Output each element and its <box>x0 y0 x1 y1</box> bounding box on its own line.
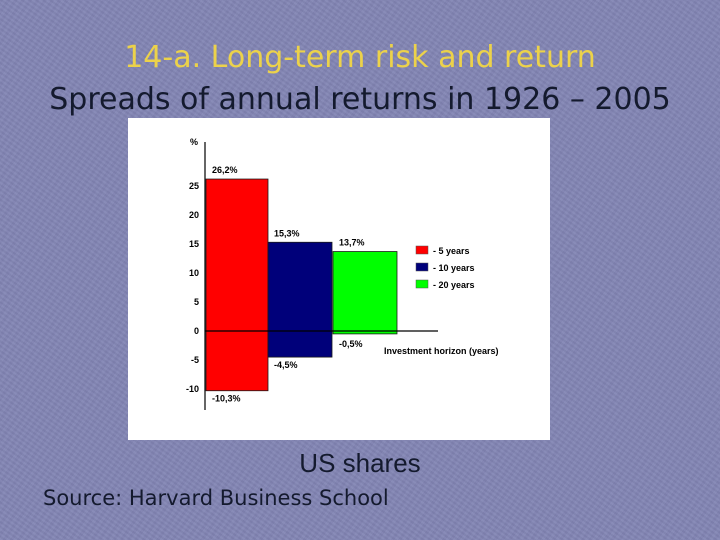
source-note: Source: Harvard Business School <box>43 486 389 510</box>
slide-title: 14-a. Long-term risk and return <box>124 40 596 75</box>
slide-subtitle: Spreads of annual returns in 1926 – 2005 <box>49 82 671 117</box>
bar-min-label-3: -0,5% <box>339 339 363 349</box>
bar-max-label-1: 26,2% <box>212 165 238 175</box>
bar-1 <box>205 178 269 392</box>
legend-label-1: - 5 years <box>433 246 470 256</box>
range-bar-chart: % 25 20 15 10 5 0 -5 -10 26,2% -10,3% 15,3% -4,5% 13,… <box>186 137 499 410</box>
y-tick-label: 15 <box>189 239 199 249</box>
y-tick-label: 5 <box>194 297 199 307</box>
y-tick-label: 20 <box>189 210 199 220</box>
y-tick-label: 25 <box>189 181 199 191</box>
bar-3 <box>332 251 398 335</box>
bar-max-label-2: 15,3% <box>274 228 300 238</box>
y-tick-label: -5 <box>191 355 199 365</box>
y-tick-label: -10 <box>186 384 199 394</box>
chart-caption: US shares <box>299 448 421 478</box>
chart-panel: % 25 20 15 10 5 0 -5 -10 26,2% -10,3% 15,3% -4,5% 13,… <box>128 118 550 440</box>
y-tick-label: 0 <box>194 326 199 336</box>
legend-swatch-3 <box>415 279 429 289</box>
legend-label-3: - 20 years <box>433 280 475 290</box>
bar-max-label-3: 13,7% <box>339 238 365 248</box>
legend-swatch-1 <box>415 245 429 255</box>
bar-min-label-2: -4,5% <box>274 360 298 370</box>
y-tick-label: 10 <box>189 268 199 278</box>
y-axis-label: % <box>190 137 198 147</box>
x-axis-label: Investment horizon (years) <box>384 346 499 356</box>
bar-2 <box>267 241 333 358</box>
legend-label-2: - 10 years <box>433 263 475 273</box>
legend-swatch-2 <box>415 262 429 272</box>
bar-min-label-1: -10,3% <box>212 394 241 404</box>
